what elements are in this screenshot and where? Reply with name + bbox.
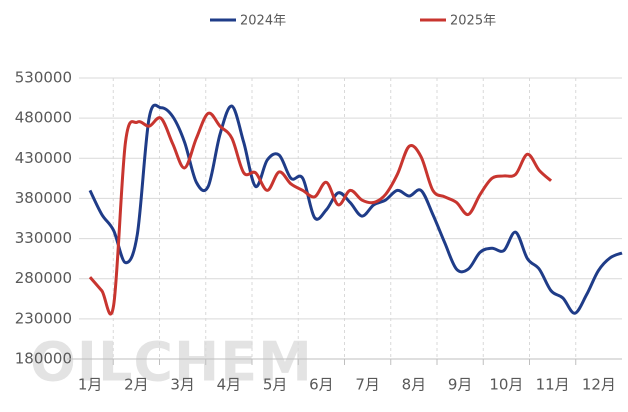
y-tick-label: 430000 bbox=[15, 149, 72, 167]
x-tick-label: 4月 bbox=[217, 376, 242, 394]
series-line bbox=[88, 103, 623, 315]
legend-text: 2024年 bbox=[240, 14, 286, 29]
x-tick-label: 3月 bbox=[170, 376, 195, 394]
y-tick-label: 280000 bbox=[15, 269, 72, 287]
x-tick-label: 10月 bbox=[489, 376, 523, 394]
x-tick-label: 8月 bbox=[402, 376, 427, 394]
legend-text: 2025年 bbox=[450, 14, 496, 29]
x-tick-label: 2月 bbox=[124, 376, 149, 394]
y-tick-label: 380000 bbox=[15, 189, 72, 207]
x-tick-label: 1月 bbox=[78, 376, 103, 394]
x-tick-label: 6月 bbox=[309, 376, 334, 394]
watermark: OILCHEM bbox=[30, 331, 313, 394]
y-tick-label: 530000 bbox=[15, 69, 72, 87]
x-tick-label: 9月 bbox=[448, 376, 473, 394]
x-tick-label: 12月 bbox=[582, 376, 616, 394]
y-tick-label: 330000 bbox=[15, 229, 72, 247]
y-tick-label: 180000 bbox=[15, 350, 72, 368]
y-tick-label: 230000 bbox=[15, 309, 72, 327]
x-tick-label: 7月 bbox=[355, 376, 380, 394]
x-tick-label: 11月 bbox=[536, 376, 570, 394]
series-line bbox=[88, 111, 553, 316]
x-tick-label: 5月 bbox=[263, 376, 288, 394]
y-tick-label: 480000 bbox=[15, 109, 72, 127]
